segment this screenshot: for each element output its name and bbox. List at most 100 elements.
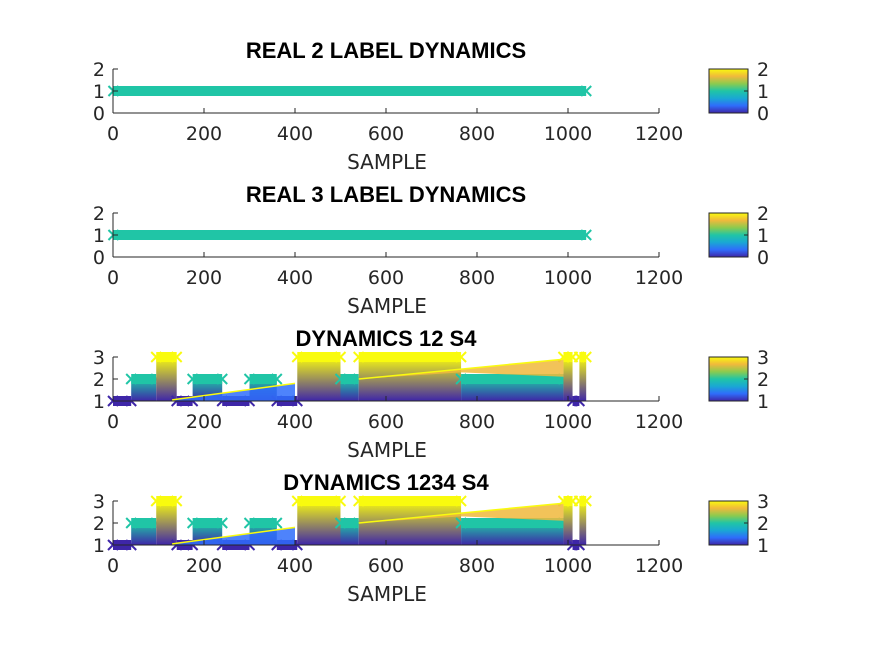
label-segment-fill [358,357,462,401]
x-tick-label: 1000 [544,267,592,289]
cross-marker [243,517,256,529]
x-tick-label: 1200 [635,267,683,289]
y-tick-label: 2 [93,513,105,535]
colorbar-gradient [708,212,749,258]
cross-marker [271,373,283,385]
x-tick-label: 200 [186,123,222,145]
x-tick-label: 1200 [635,411,683,433]
label-segment [297,352,341,362]
label-segment [358,496,462,506]
cross-marker [334,373,347,385]
label-segment [340,374,359,384]
subplot-title: REAL 2 LABEL DYNAMICS [246,38,526,63]
cross-marker [291,495,303,507]
cross-marker [455,373,467,385]
y-tick-label: 1 [93,81,105,103]
label-segment [461,374,564,384]
cross-marker [580,229,592,241]
label-segment [579,352,587,362]
x-tick-label: 200 [186,267,222,289]
interpolation-edge [358,358,564,380]
label-segment-fill [340,379,359,401]
colorbar-tick-label: 3 [757,491,769,513]
colorbar: 012 [708,59,769,125]
label-segment-fill [131,523,157,545]
label-segment [249,518,277,528]
x-tick-label: 0 [107,411,119,433]
label-segment [131,518,157,528]
subplot-3: DYNAMICS 12 S40 200 400 600 800 1000 1200123SA… [93,326,769,462]
cross-marker [216,517,228,529]
x-tick-label: 800 [459,123,495,145]
colorbar-tick-label: 2 [757,59,769,81]
x-tick-label: 400 [277,267,313,289]
y-tick-label: 3 [93,347,105,369]
label-segment-fill [579,501,587,545]
label-segment [579,496,587,506]
label-segment-fill [297,501,341,545]
label-segment [156,496,177,506]
label-segment-fill [461,379,564,401]
x-tick-label: 800 [459,555,495,577]
label-segment [113,230,587,240]
cross-marker [216,373,228,385]
y-tick-label: 1 [93,535,105,557]
colorbar-gradient [708,68,749,114]
cross-marker [170,495,183,507]
cross-marker [186,517,199,529]
colorbar-tick-label: 1 [757,225,769,247]
cross-marker [455,517,467,529]
x-tick-label: 1000 [544,411,592,433]
label-segment-fill [461,523,564,545]
y-tick-label: 3 [93,491,105,513]
x-tick-label: 1000 [544,123,592,145]
label-segment [563,352,573,362]
label-segment [563,496,573,506]
label-segment-fill [340,523,359,545]
y-tick-label: 2 [93,369,105,391]
cross-marker [150,495,162,507]
cross-marker [170,351,183,363]
x-tick-label: 600 [368,267,404,289]
x-tick-label: 1200 [635,555,683,577]
colorbar-tick-label: 2 [757,203,769,225]
colorbar-tick-label: 3 [757,347,769,369]
interpolation-edge [172,526,296,545]
x-tick-label: 0 [107,555,119,577]
subplot-title: REAL 3 LABEL DYNAMICS [246,182,526,207]
label-segment [249,374,277,384]
x-axis-label: SAMPLE [347,294,427,318]
x-tick-label: 400 [277,555,313,577]
y-tick-label: 2 [93,59,105,81]
x-tick-label: 1200 [635,123,683,145]
y-tick-label: 0 [93,247,105,269]
colorbar: 123 [708,491,769,557]
colorbar: 012 [708,203,769,269]
cross-marker [291,351,303,363]
x-tick-label: 600 [368,411,404,433]
label-segment-fill [131,379,157,401]
label-segment [192,374,223,384]
y-tick-label: 2 [93,203,105,225]
x-tick-label: 400 [277,411,313,433]
label-segment-fill [563,357,573,401]
x-tick-label: 800 [459,411,495,433]
cross-marker [186,373,199,385]
cross-marker [352,495,365,507]
y-tick-label: 0 [93,103,105,125]
x-tick-label: 600 [368,123,404,145]
colorbar-tick-label: 0 [757,247,769,269]
colorbar-tick-label: 0 [757,103,769,125]
x-tick-label: 800 [459,267,495,289]
colorbar-tick-label: 1 [757,535,769,557]
label-segment [131,374,157,384]
label-segment-fill [579,357,587,401]
label-segment [192,518,223,528]
cross-marker [580,351,592,363]
y-tick-label: 1 [93,391,105,413]
x-tick-label: 0 [107,123,119,145]
subplot-title: DYNAMICS 12 S4 [296,326,478,351]
